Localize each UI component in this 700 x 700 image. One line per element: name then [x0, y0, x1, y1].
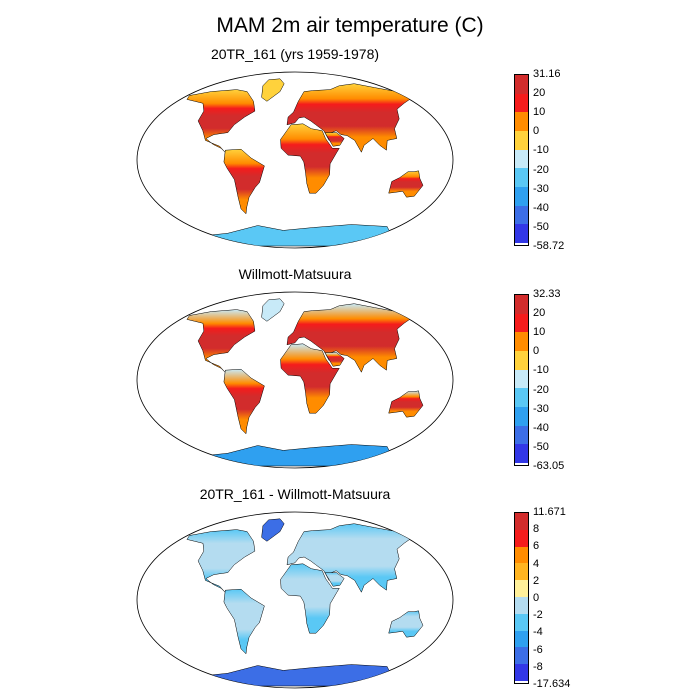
robinson-map-model	[136, 71, 454, 249]
colorbar-tick-label: 10	[533, 326, 546, 339]
colorbar-tick-label: 32.33	[533, 288, 561, 300]
panel-title-difference: 20TR_161 - Willmott-Matsuura	[199, 486, 391, 502]
africa-landmass	[280, 563, 340, 634]
colorbar-tick-label: 0	[533, 592, 540, 604]
colorbar-tick-label: 6	[533, 540, 540, 553]
colorbar-swatch	[515, 205, 528, 225]
colorbar-swatch	[515, 664, 528, 681]
colorbar-tick-label: -4	[533, 626, 543, 639]
colorbar-tick-label: -17.634	[533, 678, 571, 690]
colorbar-tick-label: -30	[533, 402, 549, 415]
colorbar-tick-label: -10	[533, 144, 549, 157]
antarctica-landmass	[197, 224, 393, 247]
colorbar-swatch	[515, 596, 528, 614]
figure-title: MAM 2m air temperature (C)	[216, 14, 484, 37]
colorbar-swatch	[515, 630, 528, 648]
colorbar-swatch	[515, 425, 528, 445]
colorbar-swatch	[515, 647, 528, 665]
australia-landmass	[388, 390, 424, 418]
eurasia-landmass	[286, 303, 411, 373]
colorbar-swatch	[515, 580, 528, 597]
colorbar-tick-label: 2	[533, 574, 540, 587]
colorbar-swatch	[515, 613, 528, 631]
colorbar-swatch	[515, 388, 528, 407]
colorbar-tick-label: -58.72	[533, 240, 565, 252]
antarctica-landmass	[197, 444, 393, 467]
colorbar-swatch	[515, 332, 528, 351]
panel-title-model: 20TR_161 (yrs 1959-1978)	[210, 46, 380, 62]
greenland-landmass	[261, 298, 285, 322]
arabia-landmass	[324, 572, 345, 587]
colorbar-tick-label: 0	[533, 125, 540, 138]
south-america-landmass	[223, 588, 265, 655]
colorbar-tick-label: -8	[533, 660, 543, 673]
colorbar-swatch	[515, 93, 528, 113]
colorbar-tick-label: -30	[533, 182, 549, 195]
colorbar-tick-label: 0	[533, 345, 540, 358]
colorbar-swatch	[515, 529, 528, 547]
colorbar-swatch	[515, 186, 528, 206]
colorbar-tick-label: 4	[533, 557, 540, 570]
colorbar-swatch	[515, 130, 528, 150]
colorbar-tick-label: -2	[533, 609, 543, 622]
colorbar-tick-label: 31.16	[533, 68, 561, 80]
land-group	[186, 78, 424, 247]
arabia-landmass	[324, 132, 345, 147]
north-america-landmass	[186, 89, 256, 153]
colorbar-swatch	[515, 546, 528, 564]
arabia-landmass	[324, 352, 345, 367]
land-group	[186, 518, 424, 687]
colorbar-swatch	[515, 168, 528, 187]
colorbar-tick-label: -50	[533, 440, 549, 453]
colorbar-swatch	[515, 406, 528, 426]
north-america-landmass	[186, 529, 256, 593]
colorbar-swatch	[515, 513, 528, 530]
colorbar-swatch	[515, 563, 528, 581]
colorbar-tick-label: -20	[533, 383, 549, 396]
colorbar-model	[514, 74, 529, 246]
colorbar-tick-label: -63.05	[533, 460, 565, 472]
colorbar-tick-label: 10	[533, 106, 546, 119]
colorbar-swatch	[515, 444, 528, 463]
antarctica-landmass	[197, 664, 393, 687]
colorbar-swatch	[515, 313, 528, 333]
south-america-landmass	[223, 148, 265, 215]
panel-title-observed: Willmott-Matsuura	[238, 266, 352, 282]
australia-landmass	[388, 170, 424, 198]
colorbar-tick-label: 11.671	[533, 506, 566, 518]
colorbar-tick-label: 20	[533, 87, 546, 100]
colorbar-tick-label: -20	[533, 163, 549, 176]
eurasia-landmass	[286, 523, 411, 593]
colorbar-tick-label: 20	[533, 307, 546, 320]
robinson-map-difference	[136, 511, 454, 689]
robinson-map-observed	[136, 291, 454, 469]
south-america-landmass	[223, 368, 265, 435]
greenland-landmass	[261, 78, 285, 102]
colorbar-swatch	[515, 75, 528, 94]
colorbar-tick-label: -40	[533, 421, 549, 434]
colorbar-swatch	[515, 149, 528, 169]
greenland-landmass	[261, 518, 285, 542]
colorbar-tick-label: 8	[533, 523, 540, 536]
australia-landmass	[388, 610, 424, 638]
colorbar-swatch	[515, 295, 528, 314]
colorbar-tick-label: -6	[533, 643, 543, 656]
colorbar-tick-label: -50	[533, 220, 549, 233]
colorbar-swatch	[515, 350, 528, 370]
north-america-landmass	[186, 309, 256, 373]
colorbar-swatch	[515, 369, 528, 389]
land-group	[186, 298, 424, 467]
colorbar-difference	[514, 512, 529, 684]
africa-landmass	[280, 343, 340, 414]
colorbar-swatch	[515, 224, 528, 243]
colorbar-tick-label: -10	[533, 364, 549, 377]
eurasia-landmass	[286, 83, 411, 153]
colorbar-tick-label: -40	[533, 201, 549, 214]
africa-landmass	[280, 123, 340, 194]
colorbar-swatch	[515, 112, 528, 131]
colorbar-observed	[514, 294, 529, 466]
